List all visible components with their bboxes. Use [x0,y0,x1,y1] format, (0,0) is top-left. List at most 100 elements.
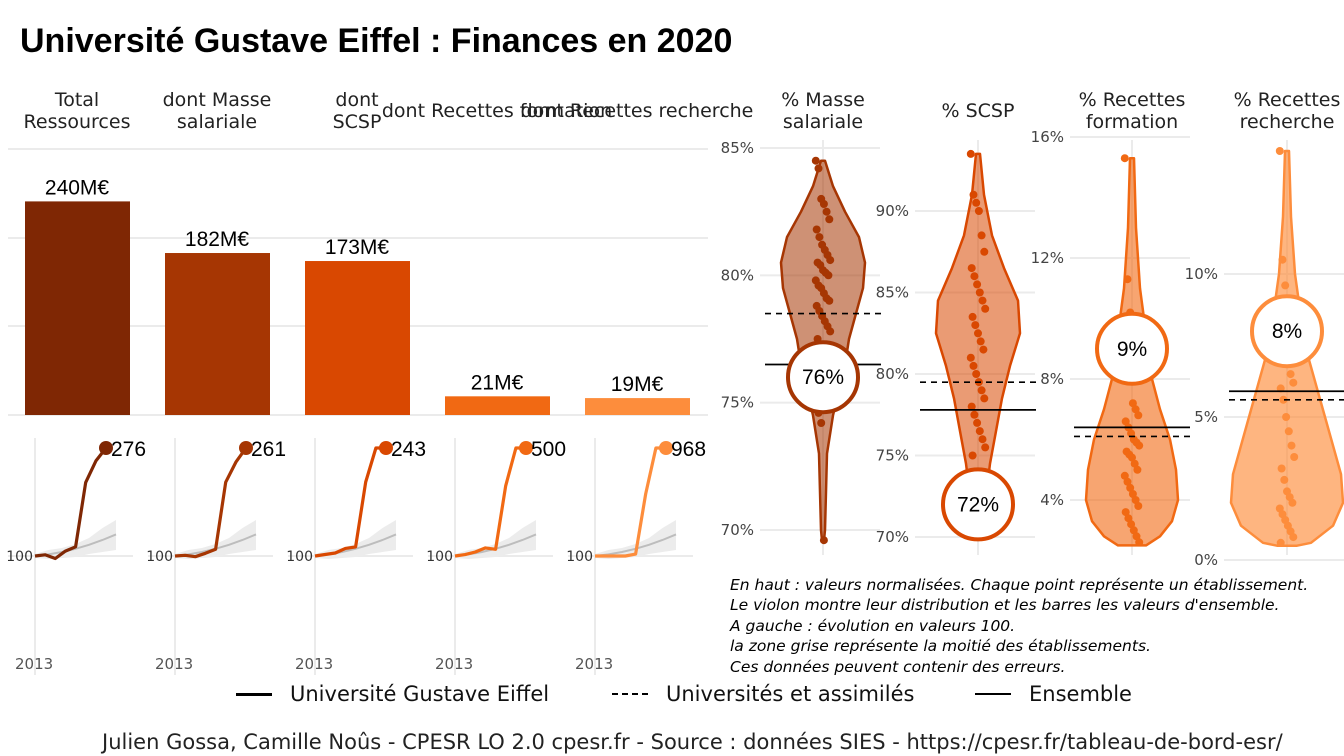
bar [305,261,410,415]
y-tick-label: 75% [721,394,754,412]
legend-solid-thick-line [236,692,272,696]
data-point [824,271,833,280]
y-tick-label: 80% [721,266,754,284]
category-label: SCSP [333,111,382,133]
data-point [819,536,828,545]
violin-title: formation [1086,111,1178,133]
legend-item-universites: Universités et assimilés [612,678,914,710]
evolution-line [34,447,108,561]
interquartile-band [35,520,116,559]
data-point [1132,532,1141,541]
data-point [1275,147,1284,155]
data-point [1129,526,1138,535]
data-point [825,215,834,224]
x-axis-label: 2013 [15,655,53,673]
evolution-panel: 100 2013 243 [286,438,426,675]
interquartile-band [175,520,256,559]
data-point [1128,453,1136,462]
data-point [812,225,821,234]
data-point [968,451,977,460]
value-bubble-label: 9% [1117,338,1147,361]
evolution-end-point [239,441,253,455]
x-axis-label: 2013 [575,655,613,673]
base-label: 100 [286,549,313,565]
category-label: dont [335,89,378,111]
data-point [1123,477,1132,486]
x-axis-label: 2013 [155,655,193,673]
data-point [1134,502,1143,510]
value-bubble [941,467,1015,542]
data-point [1290,453,1299,461]
evolution-end-point [659,441,673,455]
data-point [1123,275,1132,284]
violin-title: % Masse [781,89,865,111]
bar-value-label: 173M€ [325,236,390,259]
data-point [980,247,989,256]
violin-title: % Recettes [1234,89,1341,111]
note-line: En haut : valeurs normalisées. Chaque po… [730,576,1309,594]
legend-label: Universités et assimilés [666,682,915,706]
data-point [969,361,978,370]
note-line: Ces données peuvent contenir des erreurs… [730,657,1066,676]
data-point [967,264,976,273]
y-tick-label: 70% [721,521,754,539]
evolution-end-point [99,441,113,455]
data-point [966,353,975,362]
base-label: 100 [6,549,33,565]
data-point [1128,490,1137,498]
data-point [825,296,834,305]
data-point [973,418,982,427]
evolution-line [174,447,248,559]
data-point [975,288,984,297]
violin-panel: % SCSP 90% 85% 80% 75% 70% 72% [876,100,1036,555]
data-point [971,321,980,330]
legend-label: Université Gustave Eiffel [290,682,550,706]
y-tick-label: 70% [876,528,909,546]
y-tick-label: 16% [1031,128,1064,146]
data-point [972,370,981,378]
data-point [1281,281,1290,290]
legend-label: Ensemble [1029,682,1132,706]
data-point [1286,370,1295,379]
value-bubble [786,340,860,415]
category-label: dont Recettes recherche [521,100,754,122]
bar [585,398,690,415]
violin-title: salariale [783,111,863,133]
data-point [1284,427,1293,436]
data-point [977,386,986,395]
data-point [1277,464,1286,473]
violin-title: % SCSP [942,100,1015,122]
data-point [1131,405,1140,414]
note-line: la zone grise représente la moitié des é… [730,637,1151,656]
legend-dashed-line [612,693,648,695]
violin-title: recherche [1240,111,1335,133]
page-title: Université Gustave Eiffel : Finances en … [20,22,733,60]
data-point [970,410,979,419]
data-point [826,256,835,265]
base-label: 100 [146,549,173,565]
category-label: Ressources [24,111,131,133]
category-label: salariale [177,111,257,133]
violin-title: % Recettes [1079,89,1186,111]
bar [25,201,130,415]
evolution-line [595,446,666,558]
category-label: Total [54,89,99,111]
evolution-line [454,446,526,558]
value-bubble-label: 76% [802,366,844,389]
data-point [826,327,835,336]
x-axis-label: 2013 [435,655,473,673]
base-label: 100 [426,549,453,565]
evolution-line [314,446,386,558]
data-point [1135,538,1144,547]
y-tick-label: 4% [1040,491,1064,509]
data-point [1120,471,1129,480]
data-point [1134,411,1143,420]
data-point [1278,255,1287,264]
data-point [1121,508,1130,517]
bar-value-label: 182M€ [185,228,250,251]
data-point [1131,496,1140,504]
data-point [966,149,975,158]
